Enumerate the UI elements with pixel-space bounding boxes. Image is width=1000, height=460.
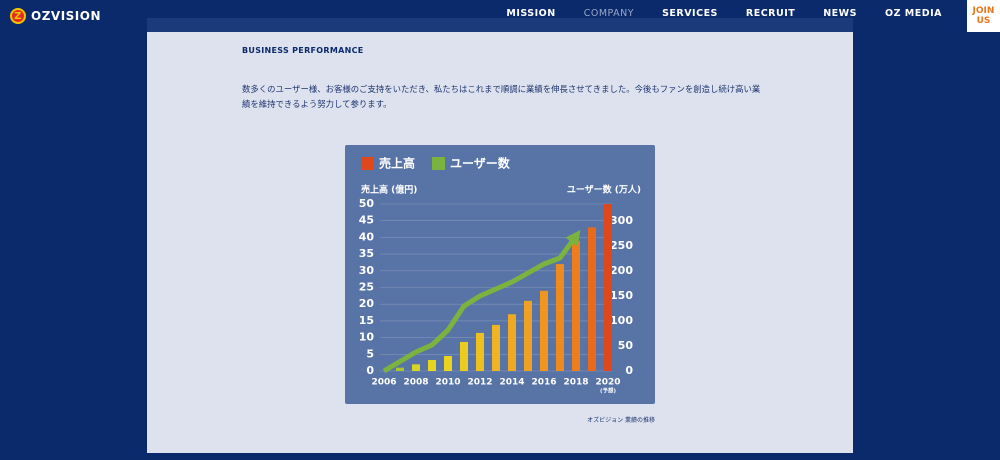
nav-item[interactable]: MISSION (506, 8, 556, 19)
bar (508, 314, 516, 371)
y-tick-label: 50 (359, 197, 375, 210)
nav-item[interactable]: RECRUIT (745, 8, 796, 19)
y-tick-label: 20 (359, 297, 375, 310)
y-tick-label: 25 (359, 281, 374, 294)
y2-tick-label: 250 (610, 239, 633, 252)
x-tick-label: 2020 (595, 378, 620, 388)
bar (572, 240, 580, 371)
bar (428, 359, 436, 371)
y-tick-label: 35 (359, 247, 374, 260)
bar (444, 355, 452, 371)
legend-swatch (432, 157, 445, 170)
nav-item[interactable]: OZ MEDIA (885, 8, 942, 19)
header: Z OZVISION MISSION COMPANY SERVICES RECRUIT N… (0, 0, 1000, 32)
y2-tick-label: 300 (610, 214, 633, 227)
x-tick-label: 2014 (499, 378, 524, 388)
y2-tick-label: 100 (610, 314, 633, 327)
nav-item[interactable]: COMPANY (583, 8, 635, 19)
x-tick-label: 2012 (467, 378, 492, 388)
y2-tick-label: 50 (618, 339, 634, 352)
bar (604, 204, 612, 371)
x-tick-label: 2018 (563, 378, 588, 388)
y2-tick-label: 0 (625, 364, 633, 377)
logo[interactable]: Z OZVISION (10, 8, 101, 24)
x-tick-label: 2008 (403, 378, 428, 388)
nav-item[interactable]: NEWS (823, 8, 857, 19)
bar (492, 324, 500, 371)
section-heading: BUSINESS PERFORMANCE (242, 46, 364, 55)
chart-caption: オズビジョン 業績の推移 (587, 417, 655, 424)
nav: MISSION COMPANY SERVICES RECRUIT NEWS OZ MEDI… (506, 8, 942, 19)
legend-swatch (361, 157, 374, 170)
legend-label: ユーザー数 (450, 156, 511, 171)
logo-icon: Z (10, 8, 26, 24)
x-tick-label: 2016 (531, 378, 556, 388)
bar (460, 341, 468, 371)
y-tick-label: 5 (366, 347, 374, 360)
bar (588, 227, 596, 371)
y-tick-label: 45 (359, 214, 374, 227)
annotation: (予想) (600, 387, 617, 395)
y-tick-label: 0 (366, 364, 374, 377)
bar (476, 332, 484, 371)
logo-text: OZVISION (31, 9, 102, 23)
bar (556, 264, 564, 371)
y-axis-label: 売上高 (億円) (361, 184, 417, 196)
y-tick-label: 40 (359, 230, 375, 243)
y2-axis-label: ユーザー数 (万人) (567, 184, 641, 196)
y-tick-label: 10 (359, 331, 375, 344)
bar (396, 367, 404, 371)
y2-tick-label: 150 (610, 289, 633, 302)
join-button[interactable]: JOIN US (967, 0, 1000, 32)
bar (540, 290, 548, 371)
nav-item[interactable]: SERVICES (662, 8, 718, 19)
y2-tick-label: 200 (610, 264, 633, 277)
section-text: 数多くのユーザー様、お客様のご支持をいただき、私たちはこれまで順調に業績を伸長さ… (242, 84, 761, 109)
line (382, 229, 581, 374)
bar (412, 364, 420, 371)
x-tick-label: 2010 (435, 378, 460, 388)
y-tick-label: 15 (359, 314, 374, 327)
bar (524, 300, 532, 371)
legend-label: 売上高 (379, 156, 415, 171)
x-tick-label: 2006 (371, 378, 396, 388)
y-tick-label: 30 (359, 264, 375, 277)
